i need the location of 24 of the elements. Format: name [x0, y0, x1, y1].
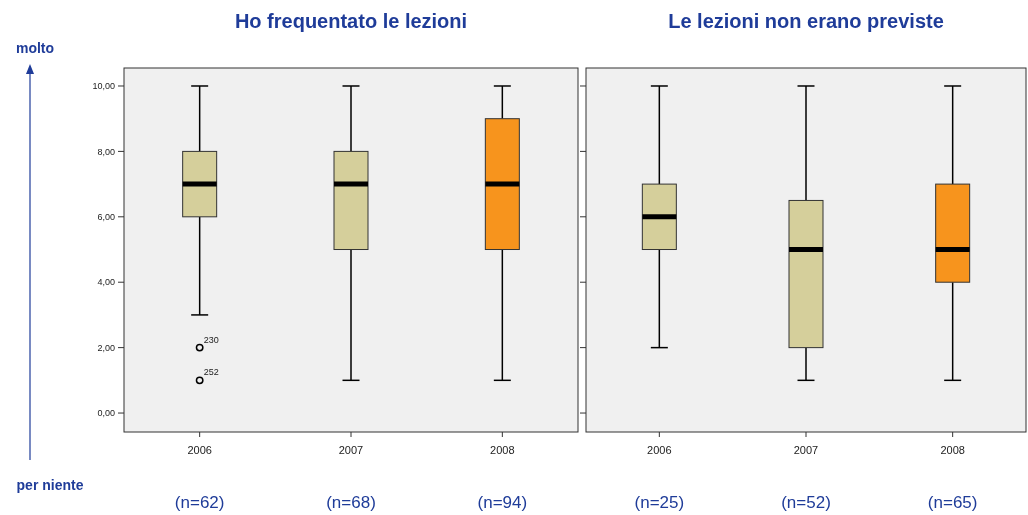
annotation: 230	[203, 334, 219, 345]
annotation: 252	[203, 367, 219, 378]
chart-title: Le lezioni non erano previste	[668, 10, 944, 32]
x-tick-label: 2007	[338, 444, 364, 456]
text: per niente	[16, 477, 84, 493]
text: (n=52)	[781, 493, 831, 512]
chart-title: Ho frequentato le lezioni	[234, 10, 468, 32]
text: (n=68)	[326, 493, 376, 512]
y-tick-label: 8,00	[97, 146, 115, 157]
text: (n=65)	[927, 493, 978, 512]
text: (n=62)	[174, 493, 225, 512]
x-tick-label: 2006	[187, 444, 212, 456]
text: molto	[15, 40, 55, 56]
x-tick-label: 2007	[793, 444, 819, 456]
x-tick-label: 2006	[647, 444, 672, 456]
y-tick-label: 2,00	[97, 342, 115, 353]
y-tick-label: 4,00	[97, 277, 115, 288]
x-tick-label: 2008	[940, 444, 965, 456]
x-tick-label: 2008	[490, 444, 515, 456]
text: (n=25)	[634, 493, 685, 512]
text: (n=94)	[477, 493, 528, 512]
y-tick-label: 0,00	[97, 408, 115, 419]
y-tick-label: 6,00	[97, 211, 115, 222]
y-tick-label: 10,00	[92, 81, 115, 92]
